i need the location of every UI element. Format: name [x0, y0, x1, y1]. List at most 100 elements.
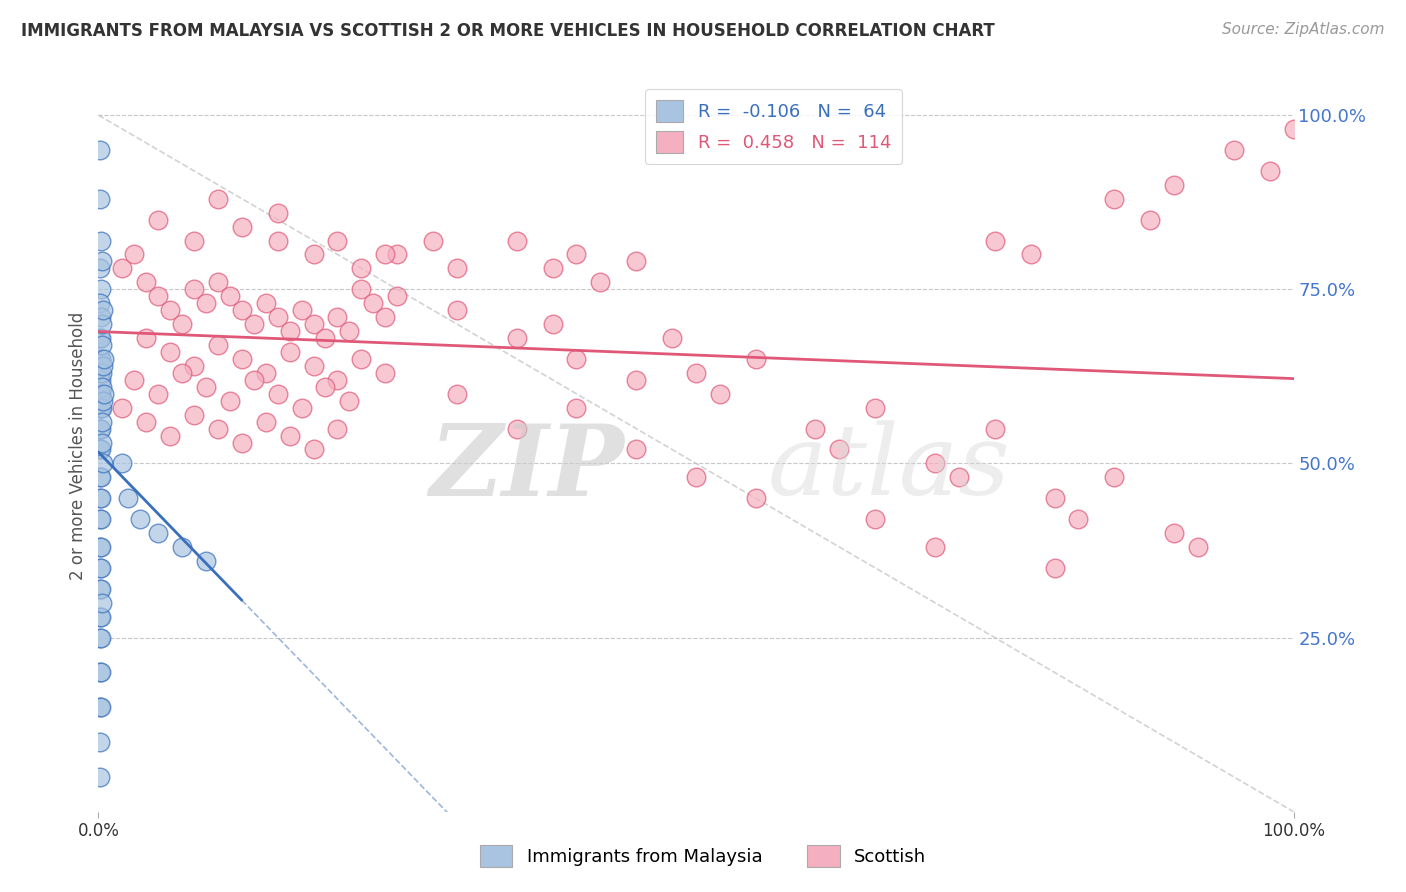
Point: [117, 491, 139, 506]
Point: [89, 770, 111, 784]
Point: [89, 561, 111, 575]
Point: [195, 554, 218, 568]
Point: [90, 491, 112, 506]
Point: [90, 609, 112, 624]
Point: [91, 317, 114, 331]
Point: [90, 351, 112, 366]
Point: [172, 366, 194, 380]
Point: [124, 373, 146, 387]
Point: [326, 310, 349, 325]
Point: [1043, 561, 1066, 575]
Point: [267, 386, 290, 401]
Point: [90, 282, 112, 296]
Point: [243, 373, 266, 387]
Point: [89, 351, 111, 366]
Point: [90, 386, 112, 401]
Point: [506, 234, 529, 248]
Point: [89, 470, 111, 484]
Legend: R =  -0.106   N =  64, R =  0.458   N =  114: R = -0.106 N = 64, R = 0.458 N = 114: [645, 89, 903, 164]
Point: [661, 331, 683, 345]
Point: [278, 324, 301, 338]
Point: [374, 366, 396, 380]
Point: [91, 303, 114, 318]
Point: [91, 380, 114, 394]
Point: [148, 526, 170, 541]
Point: [984, 421, 1007, 435]
Point: [278, 345, 301, 359]
Point: [374, 247, 396, 261]
Point: [89, 512, 111, 526]
Point: [541, 261, 564, 276]
Text: IMMIGRANTS FROM MALAYSIA VS SCOTTISH 2 OR MORE VEHICLES IN HOUSEHOLD CORRELATION: IMMIGRANTS FROM MALAYSIA VS SCOTTISH 2 O…: [21, 22, 995, 40]
Point: [267, 205, 290, 219]
Point: [385, 289, 409, 303]
Point: [183, 359, 205, 373]
Point: [89, 261, 111, 276]
Point: [315, 380, 337, 394]
Point: [1163, 178, 1185, 192]
Text: Source: ZipAtlas.com: Source: ZipAtlas.com: [1222, 22, 1385, 37]
Point: [1163, 526, 1185, 541]
Point: [1139, 212, 1161, 227]
Point: [91, 401, 114, 415]
Point: [89, 631, 111, 645]
Point: [385, 247, 409, 261]
Point: [924, 540, 946, 554]
Point: [91, 359, 114, 373]
Point: [506, 331, 529, 345]
Point: [865, 512, 887, 526]
Point: [291, 303, 314, 318]
Point: [984, 234, 1007, 248]
Point: [89, 143, 111, 157]
Point: [124, 247, 146, 261]
Point: [302, 359, 325, 373]
Point: [804, 421, 827, 435]
Point: [195, 296, 218, 310]
Point: [685, 470, 707, 484]
Point: [302, 317, 325, 331]
Point: [828, 442, 851, 457]
Y-axis label: 2 or more Vehicles in Household: 2 or more Vehicles in Household: [69, 312, 87, 580]
Point: [446, 386, 468, 401]
Point: [565, 351, 588, 366]
Point: [350, 351, 373, 366]
Point: [1104, 192, 1126, 206]
Point: [195, 380, 218, 394]
Point: [89, 735, 111, 749]
Point: [207, 421, 229, 435]
Point: [565, 247, 588, 261]
Point: [148, 289, 170, 303]
Point: [446, 303, 468, 318]
Point: [1258, 164, 1281, 178]
Point: [90, 631, 112, 645]
Point: [231, 219, 253, 234]
Point: [91, 596, 114, 610]
Point: [159, 303, 181, 318]
Point: [267, 234, 290, 248]
Point: [1104, 470, 1126, 484]
Point: [326, 373, 349, 387]
Point: [90, 700, 112, 714]
Point: [745, 491, 768, 506]
Point: [91, 393, 114, 408]
Point: [129, 512, 152, 526]
Point: [207, 275, 229, 289]
Point: [339, 393, 361, 408]
Point: [254, 296, 277, 310]
Point: [91, 457, 114, 471]
Point: [135, 331, 157, 345]
Point: [172, 540, 194, 554]
Point: [231, 435, 253, 450]
Point: [89, 296, 111, 310]
Point: [89, 582, 111, 596]
Point: [363, 296, 385, 310]
Point: [111, 401, 134, 415]
Point: [506, 421, 529, 435]
Point: [90, 540, 112, 554]
Point: [350, 282, 373, 296]
Point: [89, 609, 111, 624]
Point: [541, 317, 564, 331]
Point: [924, 457, 946, 471]
Point: [685, 366, 707, 380]
Point: [90, 512, 112, 526]
